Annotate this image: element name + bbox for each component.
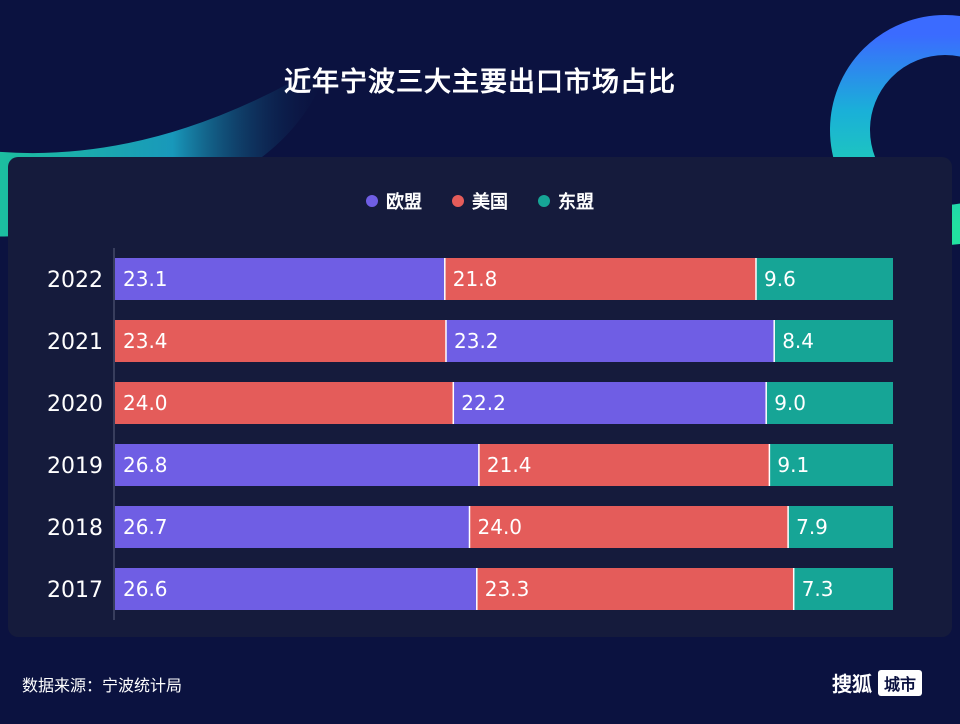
y-tick-label-2019: 2019 [47, 454, 103, 479]
legend-label-us: 美国 [472, 192, 508, 213]
legend-label-eu: 欧盟 [386, 192, 422, 213]
legend-dot-asean [538, 195, 550, 207]
y-tick-label-2022: 2022 [47, 268, 103, 293]
bar-2019-asean [769, 444, 893, 486]
data-label-2017-asean: 7.3 [802, 577, 834, 601]
data-label-2021-eu: 23.2 [454, 329, 499, 353]
data-label-2019-us: 21.4 [487, 453, 532, 477]
bar-2022-asean [756, 258, 893, 300]
data-label-2018-us: 24.0 [478, 515, 523, 539]
y-tick-label-2020: 2020 [47, 392, 103, 417]
bar-2019-us [478, 444, 770, 486]
bar-2022-eu [115, 258, 445, 300]
data-label-2019-eu: 26.8 [123, 453, 168, 477]
bar-2020-us [115, 382, 454, 424]
data-label-2020-us: 24.0 [123, 391, 168, 415]
bar-2020-asean [766, 382, 893, 424]
y-tick-label-2017: 2017 [47, 578, 103, 603]
data-label-2022-eu: 23.1 [123, 267, 168, 291]
chart-title: 近年宁波三大主要出口市场占比 [284, 67, 676, 98]
bar-2018-eu [115, 506, 470, 548]
logo-text: 搜狐 [832, 672, 872, 696]
legend-dot-eu [366, 195, 378, 207]
bar-2021-eu [446, 320, 775, 362]
bar-2020-eu [453, 382, 767, 424]
logo-badge: 城市 [878, 669, 923, 696]
data-label-2020-eu: 22.2 [461, 391, 506, 415]
legend-label-asean: 东盟 [558, 192, 594, 213]
data-label-2021-asean: 8.4 [782, 329, 814, 353]
legend-item-eu: 欧盟 [366, 188, 422, 214]
data-label-2021-us: 23.4 [123, 329, 168, 353]
bar-2017-us [476, 568, 794, 610]
bar-2021-us [115, 320, 446, 362]
legend-dot-us [452, 195, 464, 207]
legend: 欧盟 美国 东盟 [0, 188, 960, 214]
data-label-2019-asean: 9.1 [777, 453, 809, 477]
legend-item-asean: 东盟 [538, 188, 594, 214]
legend-item-us: 美国 [452, 188, 508, 214]
data-label-2018-asean: 7.9 [796, 515, 828, 539]
bar-2019-eu [115, 444, 479, 486]
bar-2017-asean [793, 568, 893, 610]
bar-2018-us [469, 506, 789, 548]
y-tick-label-2021: 2021 [47, 330, 103, 355]
bar-2018-asean [788, 506, 893, 548]
data-label-2017-us: 23.3 [485, 577, 530, 601]
data-label-2017-eu: 26.6 [123, 577, 168, 601]
bar-2021-asean [774, 320, 893, 362]
bar-2022-us [444, 258, 756, 300]
data-label-2018-eu: 26.7 [123, 515, 168, 539]
data-source: 数据来源：宁波统计局 [22, 676, 183, 695]
data-label-2022-asean: 9.6 [764, 267, 796, 291]
data-label-2020-asean: 9.0 [774, 391, 806, 415]
sohu-logo: 搜狐 城市 [832, 668, 923, 697]
y-tick-label-2018: 2018 [47, 516, 103, 541]
bar-2017-eu [115, 568, 477, 610]
data-label-2022-us: 21.8 [453, 267, 498, 291]
